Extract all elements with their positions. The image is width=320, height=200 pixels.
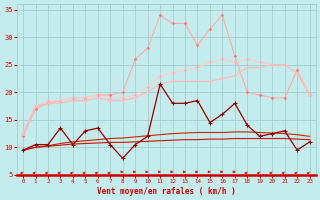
X-axis label: Vent moyen/en rafales ( km/h ): Vent moyen/en rafales ( km/h ): [97, 187, 236, 196]
